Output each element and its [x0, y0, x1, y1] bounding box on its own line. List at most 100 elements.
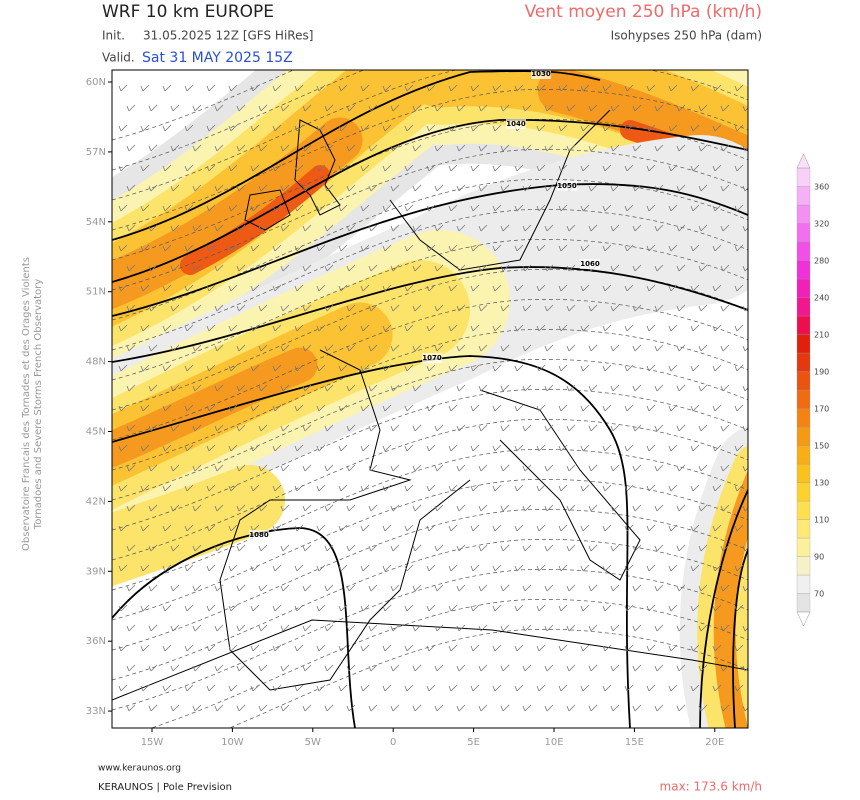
wind-barb [228, 244, 238, 252]
wind-barb [434, 384, 444, 392]
wind-barb [632, 624, 642, 632]
wind-barb [456, 424, 466, 432]
wind-barb [360, 244, 370, 252]
wind-barb [668, 404, 678, 412]
wind-barb [162, 684, 172, 692]
wind-barb [654, 184, 664, 192]
wind-barb [698, 464, 708, 472]
wind-barb [720, 264, 730, 272]
wind-barb [170, 384, 180, 392]
wind-barb [192, 304, 202, 312]
wind-barb [250, 644, 260, 652]
wind-barb [470, 564, 480, 572]
lon-label: 10W [221, 737, 244, 748]
wind-barb [646, 564, 656, 572]
wind-barb [302, 304, 312, 312]
wind-barb [734, 444, 744, 452]
wind-barb [250, 484, 260, 492]
wind-barb [624, 84, 634, 92]
wind-barb [580, 564, 590, 572]
wind-barb [426, 84, 436, 92]
wind-barb [140, 284, 150, 292]
wind-barb [118, 564, 128, 572]
wind-barb [412, 584, 422, 592]
wind-barb [712, 404, 722, 412]
wind-barb [184, 244, 194, 252]
wind-barb [602, 484, 612, 492]
wind-barb [690, 204, 700, 212]
wind-barb [668, 204, 678, 212]
wind-barb [236, 104, 246, 112]
wind-barb [412, 104, 422, 112]
wind-barb [646, 404, 656, 412]
colorbar-segment [796, 519, 811, 539]
wind-barb [610, 304, 620, 312]
wind-barb [184, 324, 194, 332]
wind-barb [294, 284, 304, 292]
init-label: Init. [102, 29, 125, 43]
wind-barb [558, 364, 568, 372]
wind-barb [390, 144, 400, 152]
wind-barb [280, 504, 290, 512]
wind-barb [228, 684, 238, 692]
wind-barb [206, 564, 216, 572]
wind-barb [426, 204, 436, 212]
wind-barb [654, 424, 664, 432]
wind-barb [470, 164, 480, 172]
wind-barb [258, 624, 268, 632]
wind-barb [250, 444, 260, 452]
wind-barb [214, 504, 224, 512]
wind-barb [734, 484, 744, 492]
wind-barb [734, 324, 744, 332]
wind-barb [368, 704, 378, 712]
wind-barb [470, 364, 480, 372]
wind-barb [742, 665, 748, 672]
wind-barb [228, 124, 238, 132]
wind-barb [500, 664, 510, 672]
wind-barb [214, 424, 224, 432]
wind-barb [522, 344, 532, 352]
wind-barb [580, 404, 590, 412]
wind-barb [228, 524, 238, 532]
wind-barb [470, 604, 480, 612]
wind-barb [690, 604, 700, 612]
wind-barb [602, 444, 612, 452]
wind-barb [170, 104, 180, 112]
wind-barb [206, 524, 216, 532]
wind-barb [588, 304, 598, 312]
wind-barb [698, 104, 708, 112]
wind-barb [698, 584, 708, 592]
wind-barb [368, 624, 378, 632]
wind-barb [558, 644, 568, 652]
lat-label: 54N [86, 217, 106, 228]
wind-barb [434, 104, 444, 112]
wind-barb [214, 664, 224, 672]
wind-barb [720, 104, 730, 112]
wind-barb [390, 424, 400, 432]
wind-barb [316, 164, 326, 172]
wind-barb [742, 705, 748, 712]
wind-barb [448, 524, 458, 532]
colorbar-arrow [796, 153, 811, 169]
wind-barb [434, 224, 444, 232]
wind-barb [170, 464, 180, 472]
wind-barb [272, 244, 282, 252]
wind-barb [280, 664, 290, 672]
wind-barb [654, 384, 664, 392]
wind-barb [302, 344, 312, 352]
lat-label: 57N [86, 147, 106, 158]
wind-barb [646, 164, 656, 172]
wind-barb [624, 324, 634, 332]
wind-barb [228, 444, 238, 452]
wind-barb [588, 584, 598, 592]
wind-barb [302, 584, 312, 592]
wind-barb [360, 564, 370, 572]
wind-barb [514, 604, 524, 612]
wind-barb [426, 484, 436, 492]
wind-barb [434, 304, 444, 312]
wind-barb [456, 144, 466, 152]
wind-barb [162, 644, 172, 652]
wind-barb [206, 444, 216, 452]
wind-barb [514, 324, 524, 332]
wind-barb [500, 344, 510, 352]
